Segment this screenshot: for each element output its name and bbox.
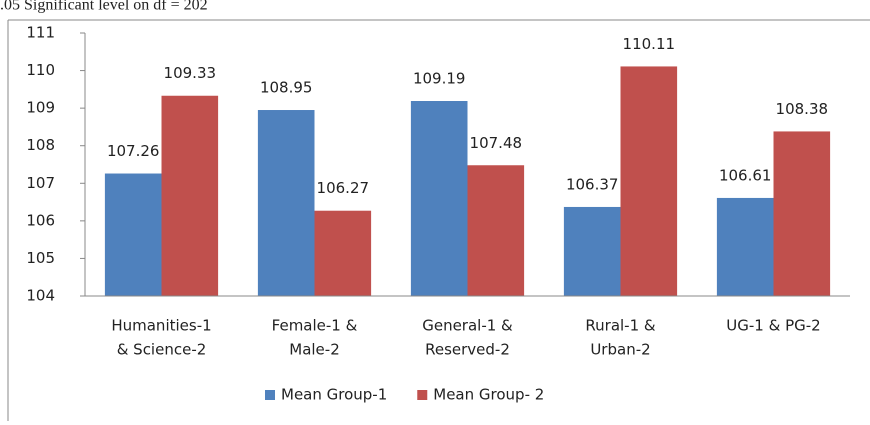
- value-label: 109.19: [413, 70, 466, 88]
- legend-swatch: [417, 390, 428, 400]
- value-label: 107.26: [107, 142, 160, 160]
- legend-swatch: [265, 390, 275, 400]
- value-label: 108.38: [776, 100, 829, 118]
- value-label: 106.61: [719, 166, 772, 184]
- bar: [716, 197, 774, 296]
- value-label: 107.48: [470, 134, 523, 152]
- bar: [563, 206, 621, 296]
- y-tick-label: 110: [26, 61, 55, 79]
- value-label: 109.33: [164, 64, 217, 82]
- y-tick-label: 107: [26, 174, 55, 192]
- bar: [257, 110, 315, 297]
- x-tick-label: Female-1 &: [272, 317, 358, 335]
- x-tick-label: General-1 &: [422, 317, 513, 335]
- y-tick-label: 108: [26, 136, 55, 154]
- x-tick-label: Rural-1 &: [585, 317, 656, 335]
- legend-label: Mean Group-1: [281, 386, 387, 404]
- bar: [314, 210, 372, 296]
- value-label: 106.37: [566, 175, 619, 193]
- bar: [620, 66, 678, 296]
- y-tick-label: 104: [26, 287, 55, 305]
- x-tick-label: Urban-2: [590, 341, 650, 359]
- value-label: 108.95: [260, 79, 313, 97]
- bar: [104, 173, 162, 296]
- bar: [161, 95, 219, 296]
- note: .05 Significant level on df = 202: [0, 0, 208, 14]
- bar: [773, 131, 831, 296]
- bar: [467, 165, 525, 296]
- y-tick-label: 109: [26, 99, 55, 117]
- x-tick-label: Reserved-2: [425, 341, 510, 359]
- value-label: 110.11: [623, 35, 676, 53]
- legend-label: Mean Group- 2: [433, 386, 544, 404]
- value-label: 106.27: [317, 179, 370, 197]
- x-tick-label: UG-1 & PG-2: [726, 317, 820, 335]
- y-tick-label: 106: [26, 211, 55, 229]
- y-tick-label: 105: [26, 249, 55, 267]
- x-tick-label: Humanities-1: [111, 317, 211, 335]
- x-tick-label: & Science-2: [117, 341, 207, 359]
- x-tick-label: Male-2: [289, 341, 340, 359]
- bar: [410, 101, 468, 296]
- y-tick-label: 111: [26, 24, 55, 42]
